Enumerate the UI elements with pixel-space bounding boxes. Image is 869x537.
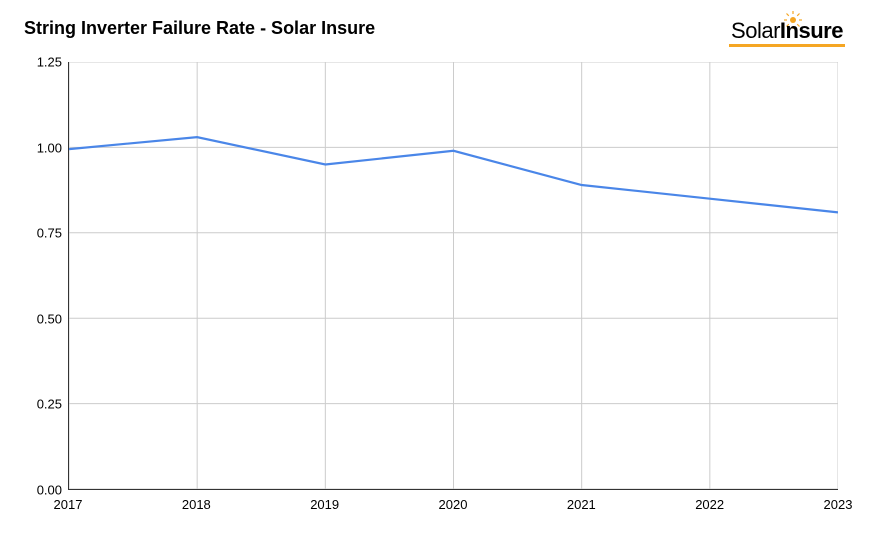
chart-header: String Inverter Failure Rate - Solar Ins… xyxy=(0,0,869,47)
chart-svg xyxy=(69,62,838,489)
x-tick-label: 2022 xyxy=(695,497,724,512)
plot-area xyxy=(68,62,838,490)
logo-text: SolarInsure xyxy=(731,20,843,42)
y-tick-label: 0.25 xyxy=(26,397,62,412)
brand-logo: SolarInsure xyxy=(729,18,845,47)
x-tick-label: 2021 xyxy=(567,497,596,512)
x-tick-label: 2018 xyxy=(182,497,211,512)
x-tick-label: 2019 xyxy=(310,497,339,512)
y-tick-label: 1.00 xyxy=(26,140,62,155)
x-tick-label: 2017 xyxy=(54,497,83,512)
logo-text-part2: Insure xyxy=(780,18,843,43)
gridlines xyxy=(69,62,838,489)
logo-text-part1: Solar xyxy=(731,18,780,43)
y-tick-label: 1.25 xyxy=(26,55,62,70)
chart-title: String Inverter Failure Rate - Solar Ins… xyxy=(24,18,375,39)
x-tick-label: 2020 xyxy=(439,497,468,512)
x-tick-label: 2023 xyxy=(824,497,853,512)
chart-area: 0.000.250.500.751.001.25 201720182019202… xyxy=(24,62,844,518)
y-tick-label: 0.50 xyxy=(26,311,62,326)
logo-underline xyxy=(729,44,845,47)
y-tick-label: 0.00 xyxy=(26,483,62,498)
y-tick-label: 0.75 xyxy=(26,226,62,241)
